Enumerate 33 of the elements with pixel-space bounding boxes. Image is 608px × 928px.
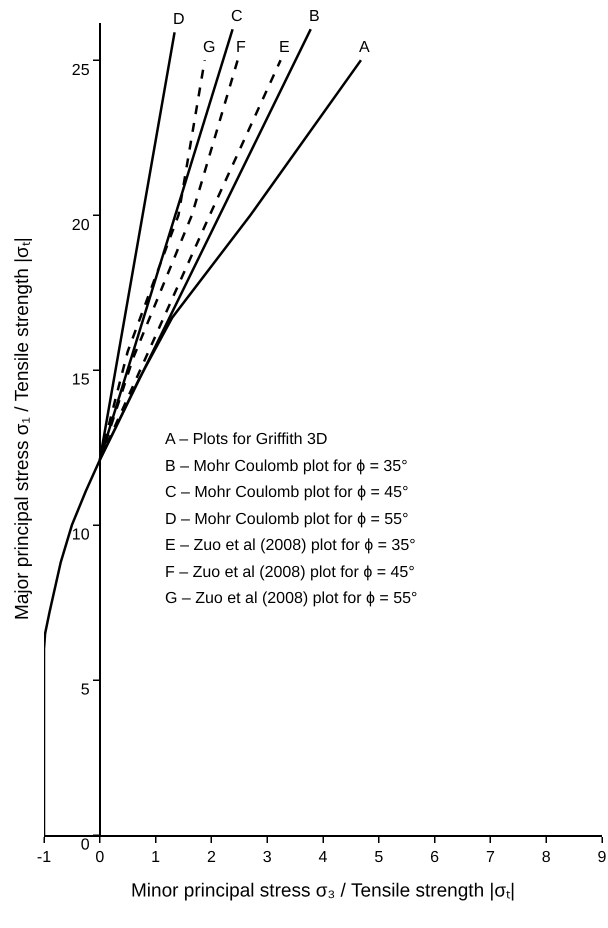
x-tick-label: 0 bbox=[95, 849, 104, 866]
x-tick-label: 8 bbox=[542, 849, 551, 866]
series-label: D bbox=[173, 11, 185, 28]
x-tick-label: 7 bbox=[486, 849, 495, 866]
annotation: D – Mohr Coulomb plot for ϕ = 55° bbox=[165, 511, 408, 528]
annotation: B – Mohr Coulomb plot for ϕ = 35° bbox=[165, 458, 408, 475]
x-tick-label: -1 bbox=[36, 849, 52, 866]
annotation: G – Zuo et al (2008) plot for ϕ = 55° bbox=[165, 590, 418, 607]
annotation: C – Mohr Coulomb plot for ϕ = 45° bbox=[165, 484, 408, 501]
annotation: E – Zuo et al (2008) plot for ϕ = 35° bbox=[165, 537, 416, 554]
series-label: A bbox=[359, 39, 370, 56]
x-tick-label: 4 bbox=[318, 849, 328, 866]
series-label: E bbox=[279, 39, 290, 56]
y-tick-label: 15 bbox=[72, 372, 90, 389]
x-tick-label: 9 bbox=[598, 849, 607, 866]
y-tick-label: 10 bbox=[72, 526, 90, 544]
series-label: B bbox=[309, 8, 320, 25]
x-tick-label: 5 bbox=[374, 849, 384, 866]
y-tick-label: 20 bbox=[72, 216, 90, 234]
x-tick-label: 2 bbox=[206, 849, 216, 866]
x-tick-label: 1 bbox=[151, 849, 160, 866]
x-tick-label: 3 bbox=[262, 849, 272, 866]
annotation: A – Plots for Griffith 3D bbox=[165, 431, 328, 448]
series-label: C bbox=[231, 8, 243, 25]
x-axis-title: Minor principal stress σ₃ / Tensile strength |σₜ| bbox=[130, 880, 516, 902]
y-axis-title: Major principal stress σ₁ / Tensile strength |σₜ| bbox=[12, 237, 33, 620]
series-label: F bbox=[236, 39, 246, 56]
y-tick-label: 25 bbox=[72, 62, 90, 79]
annotation: F – Zuo et al (2008) plot for ϕ = 45° bbox=[165, 564, 415, 581]
series-label: G bbox=[203, 39, 216, 56]
y-tick-label: 5 bbox=[80, 682, 90, 699]
x-tick-label: 6 bbox=[430, 849, 440, 866]
y-tick-label: 0 bbox=[80, 836, 90, 854]
